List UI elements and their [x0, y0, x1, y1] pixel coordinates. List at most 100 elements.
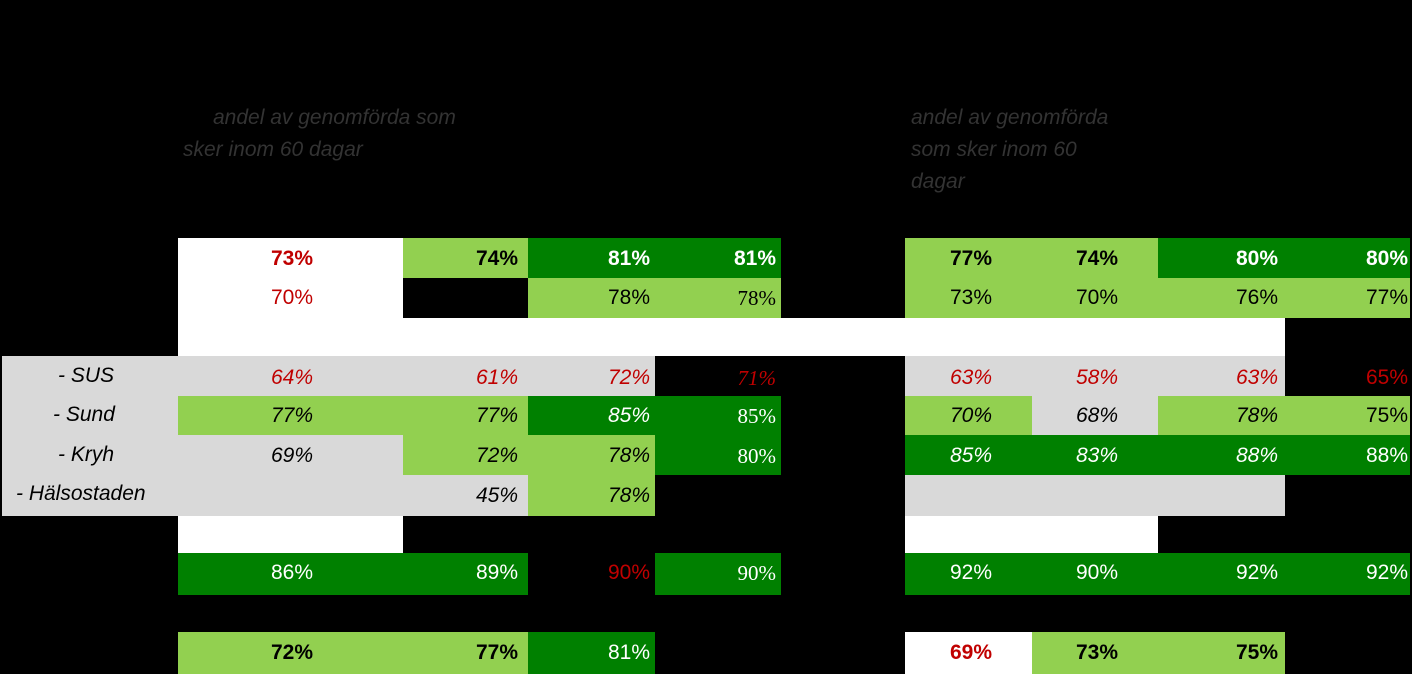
table-cell-bg	[905, 278, 1032, 318]
table-cell-bg	[1032, 632, 1285, 674]
visits-section-header: Besök , andel av genomförda som sker ino…	[183, 70, 523, 166]
operations-month-apr: Apr	[1290, 206, 1323, 229]
visits-value: 85%	[737, 404, 777, 428]
table-cell-bg	[905, 238, 1032, 278]
visits-value: 81%	[607, 247, 650, 270]
visits-value: 68%	[479, 286, 519, 310]
table-cell-bg	[178, 396, 528, 435]
visits-value: 71%	[737, 366, 777, 390]
operations-header-line1: Operationer/	[911, 42, 1036, 65]
operations-month-mar: Mar	[1165, 206, 1202, 229]
operations-month-jan: Jan	[948, 206, 982, 229]
table-cell-bg	[655, 278, 781, 318]
visits-value: 72%	[270, 641, 313, 664]
operations-value: 76%	[1235, 286, 1278, 309]
visits-value: 73%	[270, 247, 313, 270]
visits-value: 72%	[475, 444, 518, 467]
page-title: Uppföljning Kömiljard 2014	[6, 6, 257, 29]
table-cell-bg	[178, 278, 403, 318]
table-cell-bg	[528, 396, 655, 435]
table-cell-bg	[1032, 238, 1158, 278]
visits-value: 45%	[475, 484, 518, 507]
visits-month-mar: Mar	[535, 206, 572, 229]
operations-value: 85%	[949, 444, 992, 467]
row-label-varav-egen-regi: varav egen regi	[6, 285, 151, 308]
visits-value: 81%	[733, 247, 776, 270]
table-cell-bg	[1032, 396, 1158, 435]
operations-value: 83%	[1075, 444, 1118, 467]
operations-value: 73%	[1075, 641, 1118, 664]
operations-value: 65%	[1365, 366, 1408, 389]
table-cell-bg	[1158, 238, 1285, 278]
row-label-varav-privat-vard: varav privat vård	[6, 560, 162, 583]
table-cell-bg	[403, 238, 528, 278]
table-cell-bg	[1158, 396, 1410, 435]
operations-value: 63%	[949, 366, 992, 389]
operations-value: 77%	[1365, 286, 1408, 309]
visits-month-jan: Jan	[270, 206, 304, 229]
operations-value: 88%	[1365, 444, 1408, 467]
table-cell-bg	[2, 396, 178, 435]
table-cell-bg	[655, 435, 781, 475]
table-cell-bg	[528, 435, 655, 475]
visits-value: 72%	[607, 366, 650, 389]
visits-header-line2: andel av genomförda som	[213, 106, 456, 129]
operations-header-line3: andel av genomförda	[911, 106, 1109, 129]
visits-header-line1: Besök ,	[183, 74, 258, 97]
operations-value: 90%	[1075, 561, 1118, 584]
table-cell-bg	[655, 396, 781, 435]
operations-value: 75%	[1365, 404, 1408, 427]
visits-value: 78%	[607, 484, 650, 507]
visits-value: 64%	[270, 366, 313, 389]
operations-month-feb: Feb	[1076, 206, 1113, 229]
visits-value: 78%	[737, 286, 777, 310]
operations-value: 92%	[1365, 561, 1408, 584]
operations-header-line4: som sker inom 60	[911, 138, 1077, 161]
operations-value: 70%	[949, 404, 992, 427]
operations-value: 77%	[949, 247, 992, 270]
table-cell-bg	[2, 356, 655, 396]
operations-value: 80%	[1365, 247, 1408, 270]
visits-value: 61%	[475, 366, 518, 389]
table-cell-bg	[1285, 278, 1410, 318]
operations-value: 74%	[1075, 247, 1118, 270]
visits-value: 69%	[270, 444, 313, 467]
visits-value: 74%	[475, 247, 518, 270]
operations-section-header: Operationer/ behandlingar , andel av gen…	[911, 38, 1171, 198]
visits-value: 77%	[270, 404, 313, 427]
table-cell-bg	[905, 396, 1032, 435]
operations-value: 88%	[1235, 444, 1278, 467]
table-cell-bg	[905, 356, 1285, 396]
row-label-riket: Riket	[6, 640, 58, 663]
visits-value: 90%	[607, 561, 650, 584]
table-cell-bg	[905, 632, 1032, 674]
table-cell-bg	[528, 278, 655, 318]
table-cell-bg	[905, 516, 1158, 553]
table-cell-bg	[1285, 238, 1410, 278]
visits-month-feb: Feb	[410, 206, 447, 229]
visits-value: 77%	[475, 404, 518, 427]
visits-value: 78%	[607, 286, 650, 309]
visits-value: 86%	[270, 561, 313, 584]
table-cell-bg	[178, 632, 528, 674]
table-cell-bg	[528, 632, 655, 674]
table-cell-bg	[2, 475, 528, 516]
row-label-kryh: - Kryh	[58, 443, 115, 466]
operations-header-line5: dagar	[911, 170, 965, 193]
visits-value: 78%	[607, 444, 650, 467]
operations-value: 78%	[1235, 404, 1278, 427]
table-cell-bg	[655, 553, 781, 595]
operations-value: 69%	[949, 641, 992, 664]
visits-value: 89%	[475, 561, 518, 584]
row-label-skane-totalt: Skåne totalt	[6, 246, 126, 269]
operations-value: 63%	[1235, 366, 1278, 389]
table-cell-bg	[178, 516, 403, 553]
visits-value: 80%	[737, 444, 777, 468]
visits-value: 81%	[607, 641, 650, 664]
table-cell-bg	[905, 553, 1410, 595]
table-cell-bg	[2, 435, 403, 475]
table-cell-bg	[528, 238, 655, 278]
operations-value: 75%	[1235, 641, 1278, 664]
visits-value: 77%	[475, 641, 518, 664]
